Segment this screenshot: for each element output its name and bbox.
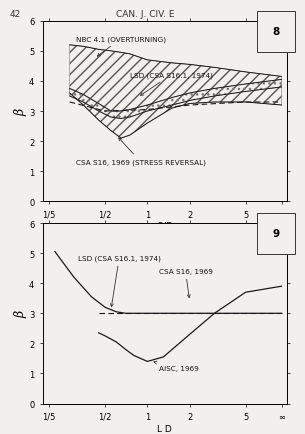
Text: LSD (CSA S16.1, 1974): LSD (CSA S16.1, 1974) bbox=[130, 72, 213, 96]
X-axis label: L D: L D bbox=[157, 424, 172, 433]
Y-axis label: β: β bbox=[15, 310, 28, 317]
Text: CSA S16, 1969: CSA S16, 1969 bbox=[159, 268, 212, 298]
Text: 8: 8 bbox=[272, 27, 279, 37]
Text: NBC 4.1 (OVERTURNING): NBC 4.1 (OVERTURNING) bbox=[76, 36, 166, 57]
Text: CSA S16, 1969 (STRESS REVERSAL): CSA S16, 1969 (STRESS REVERSAL) bbox=[76, 138, 206, 166]
X-axis label: Q/D: Q/D bbox=[156, 222, 173, 231]
Text: LSD (CSA S16.1, 1974): LSD (CSA S16.1, 1974) bbox=[78, 255, 161, 307]
Y-axis label: β: β bbox=[15, 108, 28, 115]
Text: 42: 42 bbox=[9, 10, 20, 19]
Text: AISC, 1969: AISC, 1969 bbox=[154, 362, 198, 372]
Text: CAN. J. CIV. E: CAN. J. CIV. E bbox=[116, 10, 174, 19]
Text: 9: 9 bbox=[272, 229, 279, 239]
